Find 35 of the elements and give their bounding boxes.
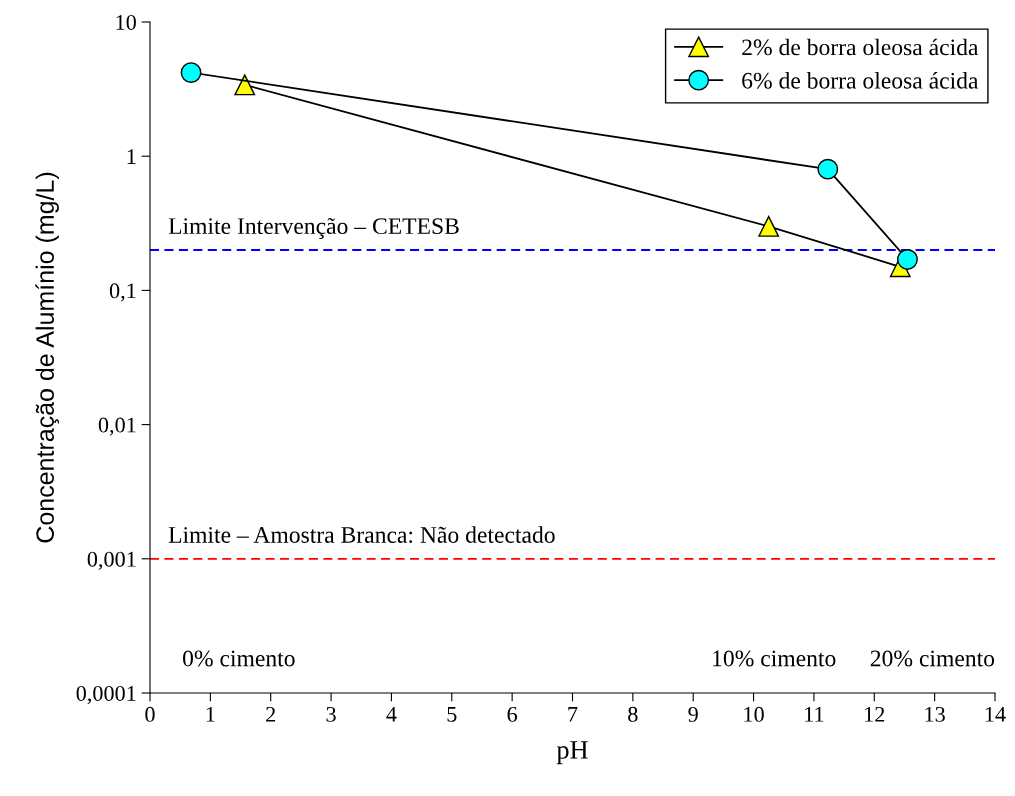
x-tick-label: 13 [925,706,945,722]
x-tick-label: 12 [865,706,885,722]
annotation: 0% cimento [183,650,295,667]
point [817,158,839,180]
y-axis-title: Concentração de Alumínio (mg/L) [35,172,60,543]
x-tick-label: 8 [628,706,638,722]
x-axis-title: pH [556,741,588,765]
y-tick-label: 0,0001 [76,685,136,705]
x-tick-label: 2 [266,706,276,722]
y-tick-label: 1 [127,149,136,164]
point [758,215,780,237]
point [180,62,202,83]
point [234,74,256,96]
point [897,249,918,270]
x-tick-label: 0 [145,706,155,722]
x-tick-label: 7 [568,707,578,722]
y-tick-label: 0,01 [98,417,136,436]
x-tick-label: 3 [326,706,336,722]
legend-label: 2% de borra oleosa ácida [742,38,979,56]
ref-line-label: Limite – Amostra Branca: Não detectado [168,526,555,543]
x-tick-label: 5 [447,707,457,722]
x-tick-label: 10 [744,706,764,722]
x-tick-label: 14 [985,706,1006,722]
annotation: 20% cimento [870,650,995,667]
y-tick-label: 0,1 [109,283,136,302]
y-tick-label: 10 [116,14,136,30]
x-tick-label: 6 [507,706,518,722]
y-tick-label: 0,001 [87,551,136,570]
x-tick-label: 4 [386,706,397,722]
x-tick-label: 9 [688,706,698,722]
legend-label: 6% de borra oleosa ácida [742,72,979,89]
ref-line-label: Limite Intervenção – CETESB [168,217,459,239]
x-tick-label: 11 [805,706,824,722]
x-tick-label: 1 [206,706,215,722]
annotation: 10% cimento [713,650,836,667]
